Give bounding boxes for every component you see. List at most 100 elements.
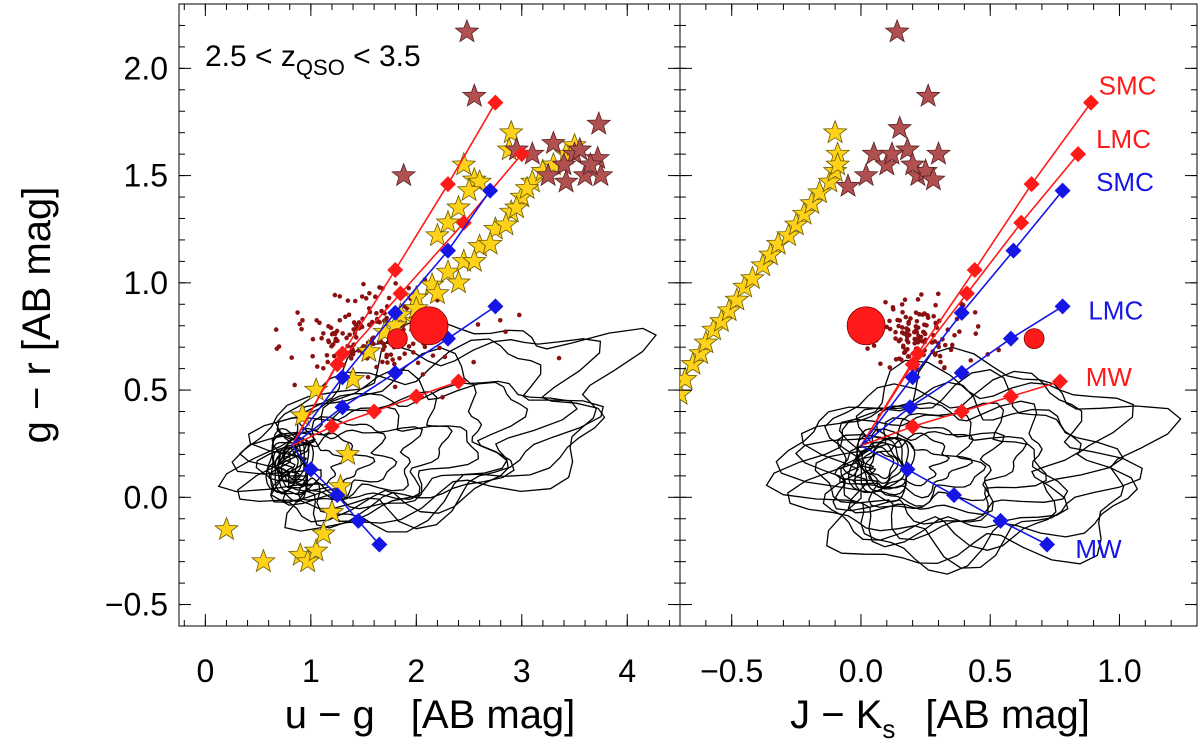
ytick-label: 0.0: [124, 479, 168, 515]
left-qso-dot: [319, 335, 324, 341]
left-qso-dot: [359, 294, 365, 299]
right-qso-dot: [903, 314, 909, 320]
ytick-label: 1.0: [124, 265, 168, 301]
right-brown-star: [900, 151, 926, 176]
left-contour-core: [265, 427, 315, 503]
left-track-marker: [334, 369, 351, 386]
left-yellow-star: [303, 537, 329, 562]
right-track-marker: [1023, 176, 1040, 193]
left-track-marker: [366, 403, 383, 420]
right-track-marker: [958, 285, 975, 302]
right-track-marker: [1083, 94, 1100, 111]
left-qso-dot: [321, 366, 326, 371]
right-yellow-star: [822, 119, 848, 144]
left-qso-dot: [345, 298, 351, 303]
left-track-marker: [487, 298, 504, 315]
left-yellow-star: [477, 231, 503, 255]
left-yellow-star: [356, 338, 382, 363]
right-contour-level: [787, 370, 1143, 569]
left-panel-marks: [214, 18, 614, 573]
left-track-marker: [513, 146, 530, 163]
left-qso-dot: [363, 296, 369, 301]
right-track-marker: [904, 418, 921, 435]
right-qso-dot: [933, 302, 938, 308]
right-yellow-star: [680, 351, 706, 375]
right-track-marker: [1070, 146, 1087, 163]
right-contour-level: [852, 432, 974, 499]
right-qso-dot: [957, 329, 962, 334]
right-qso-dot: [913, 310, 919, 315]
right-qso-dot: [899, 302, 905, 307]
left-xtick-label: 1: [302, 653, 320, 689]
right-qso-dot: [899, 325, 905, 330]
left-qso-dot: [385, 360, 390, 365]
left-yellow-star: [446, 269, 471, 294]
left-qso-dot: [292, 382, 297, 388]
right-qso-dot: [904, 330, 910, 335]
left-qso-dot: [382, 344, 387, 349]
right-qso-dot: [884, 324, 890, 330]
left-yellow-star: [214, 516, 239, 541]
right-qso-dot: [878, 361, 883, 367]
right-yellow-star: [716, 297, 742, 322]
left-track-marker: [302, 461, 319, 478]
right-track-marker: [1039, 536, 1056, 553]
left-qso-dot: [317, 320, 322, 326]
left-track-marker: [482, 182, 499, 199]
redshift-range-annotation: 2.5 < zQSO < 3.5: [205, 40, 421, 80]
right-brown-star: [920, 166, 946, 191]
right-qso-dot: [897, 356, 902, 361]
right-xtick-label: 0.5: [968, 653, 1012, 689]
left-qso-dot: [430, 353, 436, 358]
left-qso-dot: [516, 312, 522, 318]
right-qso-dot: [911, 329, 917, 335]
right-brown-star: [915, 83, 941, 107]
left-qso-dot: [422, 344, 428, 350]
left-qso-dot: [391, 361, 397, 367]
left-qso-dot: [397, 355, 402, 361]
left-track-marker: [371, 536, 388, 553]
right-qso-dot: [919, 292, 924, 297]
left-qso-dot: [320, 331, 326, 336]
left-qso-dot: [353, 335, 359, 340]
left-contour-level: [247, 347, 578, 523]
right-yellow-star: [783, 211, 809, 236]
right-qso-dot: [938, 359, 943, 365]
right-qso-dot: [932, 339, 938, 344]
left-qso-dot: [310, 336, 316, 342]
left-qso-dot: [437, 345, 442, 351]
left-qso-dot: [365, 374, 371, 380]
right-brown-star: [895, 136, 920, 161]
right-track-marker: [953, 304, 970, 321]
left-contour-level: [238, 368, 529, 529]
ytick-label: 2.0: [124, 50, 168, 86]
right-xtick-label: 1.0: [1097, 653, 1141, 689]
left-contour-level: [236, 338, 604, 530]
right-qso-dot: [871, 343, 877, 348]
left-track-marker: [439, 176, 456, 193]
right-qso-dot: [925, 315, 931, 321]
left-qso-dot: [324, 353, 330, 358]
right-qso-dot: [915, 325, 921, 330]
track-label-smc-red: SMC: [1099, 71, 1157, 101]
left-qso-dot: [442, 354, 448, 360]
left-track-marker: [387, 304, 404, 321]
left-track-marker: [387, 261, 404, 278]
right-qso-dot: [952, 332, 957, 338]
left-track-marker: [439, 242, 456, 259]
right-yellow-star: [825, 151, 851, 176]
left-qso-dot: [331, 353, 337, 359]
right-track-marker: [899, 461, 916, 478]
right-track-marker: [904, 356, 921, 373]
right-yellow-star: [776, 222, 802, 247]
right-track-marker: [1002, 388, 1019, 405]
right-qso-dot: [900, 309, 905, 315]
left-contour-core: [270, 434, 310, 496]
left-yellow-star: [451, 151, 477, 176]
left-qso-dot: [475, 322, 481, 327]
right-track-marker: [1013, 214, 1030, 231]
left-yellow-star: [319, 499, 345, 523]
right-brown-star: [887, 115, 913, 140]
right-qso-dot: [948, 347, 954, 353]
left-track-marker: [334, 399, 351, 416]
